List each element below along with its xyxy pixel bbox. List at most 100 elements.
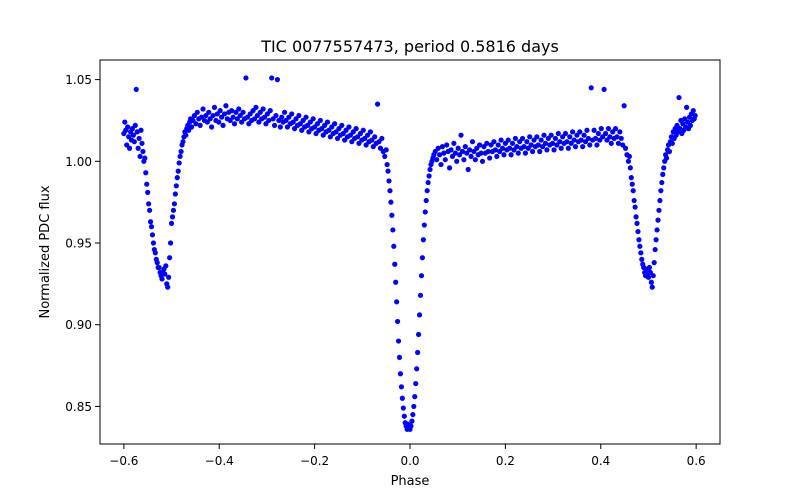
data-point: [240, 109, 246, 115]
data-point: [193, 121, 199, 127]
data-point: [176, 160, 182, 166]
data-point: [634, 220, 640, 226]
data-point: [605, 126, 612, 132]
data-point: [501, 152, 507, 158]
data-point: [415, 331, 422, 338]
data-point: [478, 150, 484, 156]
data-point: [289, 111, 295, 117]
data-point: [353, 126, 359, 132]
data-point: [446, 165, 453, 171]
data-point: [435, 145, 441, 151]
data-point: [617, 129, 623, 135]
data-point: [612, 126, 619, 132]
data-point: [467, 147, 473, 153]
data-point: [147, 207, 153, 213]
data-point: [422, 209, 428, 215]
data-point: [562, 130, 569, 137]
data-point: [608, 140, 614, 146]
y-tick-label: 0.90: [65, 318, 92, 332]
data-point: [139, 140, 145, 146]
x-tick-label: 0.2: [496, 454, 515, 468]
data-point: [379, 135, 385, 142]
x-tick-label: −0.4: [205, 454, 234, 468]
data-point: [281, 109, 288, 115]
data-point: [273, 112, 279, 119]
data-point: [544, 147, 550, 153]
data-point: [492, 147, 498, 153]
data-point: [557, 139, 563, 145]
data-point: [419, 255, 425, 261]
data-point: [505, 137, 511, 143]
data-point: [243, 75, 249, 81]
data-point: [135, 145, 141, 151]
data-point: [269, 75, 275, 81]
data-point: [150, 240, 157, 246]
data-point: [638, 250, 644, 256]
data-point: [498, 137, 504, 143]
data-point: [625, 158, 632, 164]
data-point: [654, 227, 660, 233]
data-point: [166, 274, 172, 280]
x-axis: −0.6 −0.4 −0.2 0.0 0.2 0.4 0.6: [109, 444, 706, 468]
data-point: [138, 127, 144, 133]
data-point: [149, 232, 156, 238]
data-point: [146, 201, 152, 207]
data-point: [194, 109, 200, 115]
data-point: [434, 157, 440, 163]
x-tick-label: 0.4: [591, 454, 610, 468]
data-point: [372, 134, 378, 140]
data-point: [418, 273, 425, 279]
data-point: [439, 144, 446, 150]
data-point: [469, 139, 476, 145]
data-point: [468, 153, 474, 160]
data-point: [385, 168, 391, 174]
data-point: [126, 145, 133, 151]
data-point: [277, 124, 283, 130]
data-point: [577, 129, 583, 135]
data-point: [223, 103, 229, 109]
data-point: [555, 130, 561, 137]
data-point: [169, 214, 176, 220]
data-point: [413, 380, 419, 387]
data-point: [172, 191, 178, 197]
x-tick-label: 0.0: [400, 454, 419, 468]
data-point: [622, 145, 629, 151]
data-point: [173, 183, 179, 189]
data-point: [581, 132, 587, 138]
data-point: [567, 134, 573, 140]
data-point: [538, 137, 544, 143]
data-point: [436, 152, 443, 158]
data-point: [607, 134, 613, 140]
data-point: [442, 157, 448, 163]
data-point: [551, 147, 557, 153]
data-point: [267, 108, 273, 114]
data-point: [266, 117, 272, 124]
data-point: [339, 122, 345, 128]
data-point: [658, 188, 664, 194]
data-point: [154, 260, 160, 266]
data-point: [645, 274, 652, 280]
data-point: [528, 142, 534, 148]
data-point: [145, 189, 151, 195]
data-point: [614, 134, 620, 140]
data-point: [131, 139, 137, 145]
data-point: [162, 271, 168, 277]
data-point: [650, 273, 656, 279]
data-point: [507, 145, 513, 151]
data-point: [676, 94, 682, 101]
data-point: [400, 405, 406, 411]
data-point: [521, 144, 527, 150]
data-point: [602, 130, 609, 137]
data-point: [399, 395, 405, 401]
data-point: [659, 179, 665, 186]
data-point: [635, 228, 641, 235]
data-point: [519, 135, 526, 142]
data-point: [171, 201, 177, 207]
data-point: [415, 349, 421, 356]
data-point: [465, 166, 471, 173]
data-point: [217, 108, 223, 114]
data-point: [615, 140, 622, 146]
data-point: [392, 261, 398, 267]
data-point: [444, 142, 450, 148]
data-point: [387, 188, 393, 194]
